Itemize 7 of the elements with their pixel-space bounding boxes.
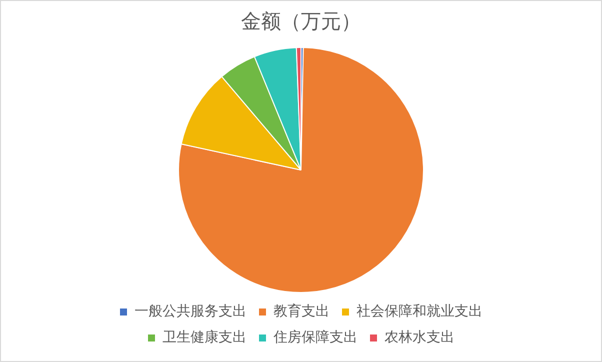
legend-label: 住房保障支出: [272, 330, 358, 346]
chart-title: 金额（万元）: [241, 9, 361, 34]
legend-label: 一般公共服务支出: [134, 304, 246, 320]
legend-label: 社会保障和就业支出: [356, 304, 482, 320]
legend-label: 教育支出: [274, 302, 330, 320]
legend-label: 农林水支出: [384, 330, 454, 346]
legend-label: 卫生健康支出: [162, 330, 246, 346]
